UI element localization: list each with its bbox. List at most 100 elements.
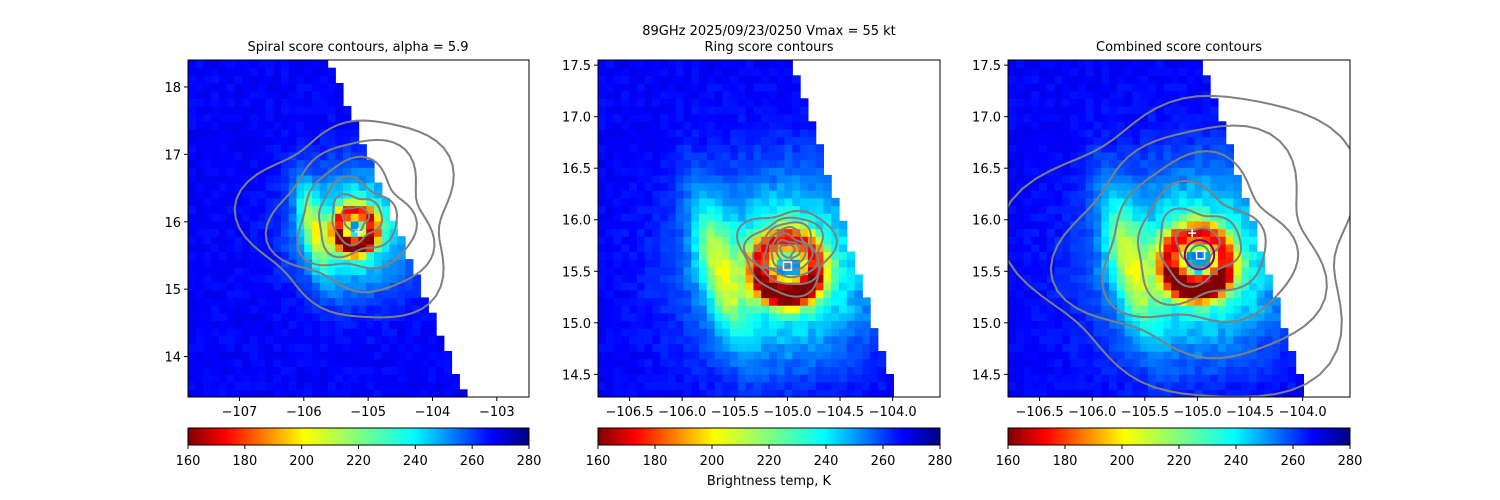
y-tick-label: 17 [164,148,181,163]
heatmap-cell [815,182,824,191]
heatmap-cell [1179,328,1188,337]
heatmap-cell [706,282,716,291]
heatmap-cell [1140,259,1149,268]
heatmap-cell [831,374,840,383]
heatmap-cell [1225,320,1234,329]
heatmap-cell [343,167,352,176]
heatmap-cell [1093,121,1102,130]
heatmap-cell [683,167,692,176]
heatmap-cell [1101,197,1110,207]
heatmap-cell [281,128,290,138]
heatmap-cell [737,251,747,260]
heatmap-cell [211,335,220,344]
colorbar-ticks: 160 180 200 220 240 260 280 [586,445,952,469]
heatmap-cell [1085,98,1095,107]
heatmap-cell [1249,374,1258,383]
heatmap-cell [288,205,298,214]
heatmap-cell [737,128,747,138]
heatmap-cell [412,343,422,352]
heatmap-cell [621,151,630,161]
heatmap-cell [234,305,243,314]
heatmap-cell [753,266,762,276]
heatmap-cell [257,83,267,92]
heatmap-cell [319,182,329,191]
heatmap-cell [1241,213,1250,222]
heatmap-cell [807,374,817,383]
heatmap-cell [1078,305,1087,314]
heatmap-cell [1046,60,1056,69]
heatmap-cell [1241,366,1250,375]
heatmap-cell [792,167,801,176]
heatmap-cell [1039,106,1048,115]
heatmap-cell [1194,98,1203,107]
heatmap-cell [745,243,755,253]
heatmap-cell [605,113,615,122]
heatmap-cell [1093,251,1102,260]
heatmap-cell [636,266,646,276]
heatmap-cell [350,174,360,184]
heatmap-cell [1186,243,1196,253]
heatmap-cell [1124,220,1133,230]
heatmap-cell [1155,136,1165,145]
heatmap-cell [753,151,762,161]
heatmap-cell [792,366,801,375]
colorbar-ticks: 160 180 200 220 240 260 280 [996,445,1362,469]
heatmap-cell [691,190,700,199]
heatmap-cell [737,243,747,253]
heatmap-cell [737,266,747,276]
heatmap-cell [1132,83,1141,92]
heatmap-cell [1155,60,1165,69]
colorbar-tick-label: 220 [757,454,782,469]
heatmap-cell [1008,174,1017,184]
heatmap-cell [660,358,669,367]
heatmap-cell [675,289,685,299]
heatmap-cell [343,228,352,237]
heatmap-cell [691,312,700,321]
heatmap-cell [629,167,638,176]
heatmap-cell [265,190,274,199]
heatmap-cell [1155,366,1165,375]
heatmap-cell [203,343,212,352]
heatmap-cell [1039,259,1048,268]
heatmap-cell [1210,174,1219,184]
heatmap-cell [374,335,383,344]
heatmap-cell [660,374,669,383]
heatmap-cell [691,251,700,260]
heatmap-cell [265,174,274,184]
heatmap-cell [784,90,793,99]
heatmap-cell [273,167,282,176]
heatmap-cell [219,236,228,245]
heatmap-cell [1217,220,1227,230]
heatmap-cell [428,381,437,390]
heatmap-cell [211,374,220,383]
heatmap-cell [366,343,375,352]
heatmap-cell [668,381,677,390]
heatmap-cell [776,83,786,92]
heatmap-cell [1210,121,1219,130]
heatmap-cell [1124,60,1133,69]
heatmap-cell [327,366,336,375]
heatmap-cell [745,113,755,122]
heatmap-cell [366,366,375,375]
heatmap-cell [265,320,274,329]
heatmap-cell [1163,282,1172,291]
heatmap-cell [598,151,607,161]
heatmap-cell [722,343,731,352]
heatmap-cell [312,98,321,107]
heatmap-cell [319,136,329,145]
colorbar-ticks: 160 180 200 220 240 260 280 [176,445,541,469]
heatmap-cell [1109,328,1118,337]
heatmap-cell [1070,190,1079,199]
heatmap-cell [668,305,677,314]
heatmap-cell [1023,305,1032,314]
heatmap-cell [381,366,391,375]
heatmap-cell [1039,205,1048,214]
heatmap-cell [745,205,755,214]
heatmap-cell [761,274,770,283]
colorbar-tick-label: 180 [1053,454,1078,469]
heatmap-cell [1124,351,1133,360]
heatmap-cell [1101,113,1110,122]
heatmap-cell [1179,113,1188,122]
heatmap-cell [1256,381,1266,390]
heatmap-cell [1132,67,1141,76]
